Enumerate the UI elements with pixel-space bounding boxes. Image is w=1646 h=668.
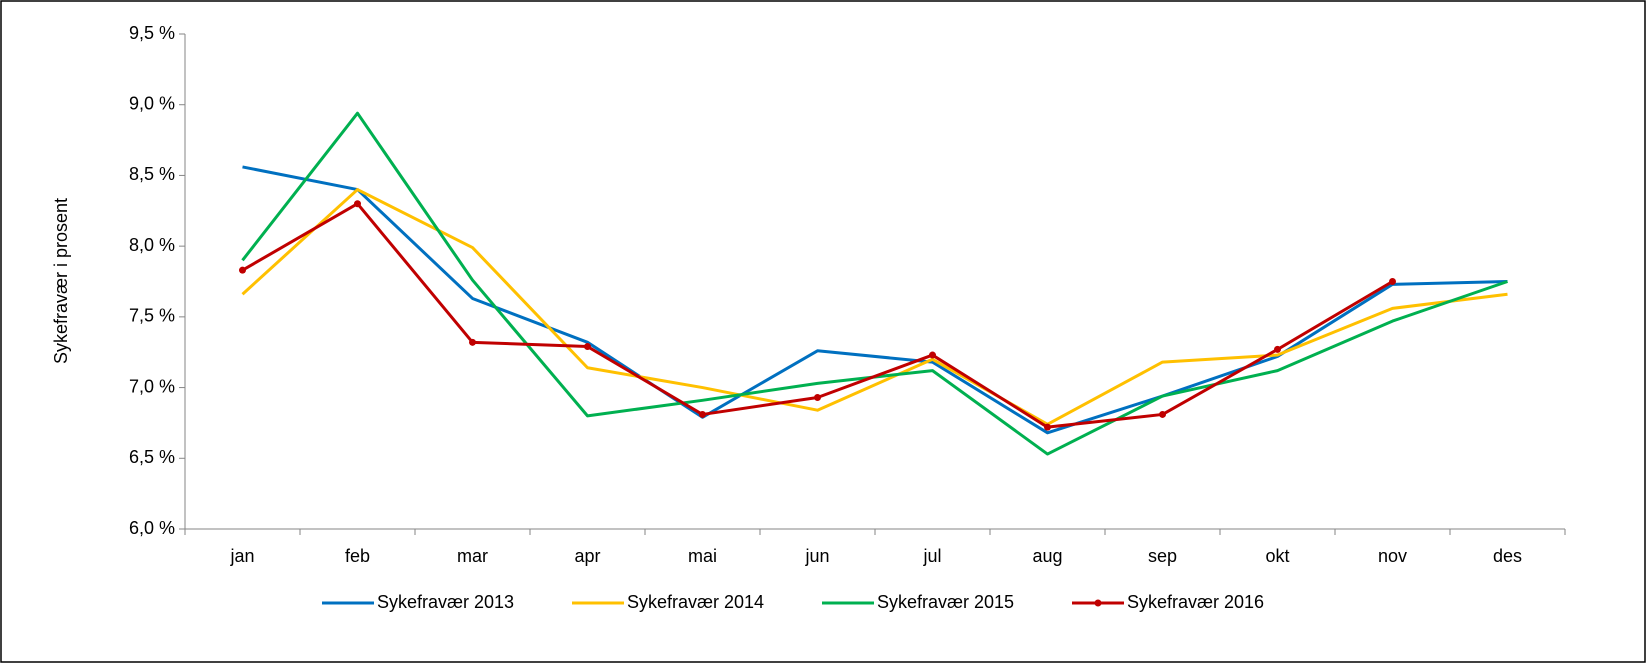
series-marker <box>354 200 361 208</box>
legend-label: Sykefravær 2016 <box>1127 592 1264 612</box>
series-marker <box>814 393 821 401</box>
series-marker <box>1159 410 1166 418</box>
y-tick-label: 8,5 % <box>129 164 175 184</box>
x-tick-label: sep <box>1148 546 1177 566</box>
y-tick-label: 9,0 % <box>129 93 175 113</box>
y-tick-label: 6,0 % <box>129 518 175 538</box>
legend-marker <box>1094 599 1102 607</box>
y-tick-label: 6,5 % <box>129 447 175 467</box>
x-tick-label: feb <box>345 546 370 566</box>
series-line <box>242 165 1508 435</box>
series-marker <box>469 338 476 346</box>
series-marker <box>929 351 936 359</box>
series-marker <box>584 343 591 351</box>
x-tick-label: apr <box>574 546 600 566</box>
x-tick-label: mar <box>457 546 488 566</box>
x-tick-label: okt <box>1265 546 1289 566</box>
series-line <box>241 188 1508 426</box>
x-tick-label: mai <box>688 546 717 566</box>
series-marker <box>699 410 706 418</box>
x-tick-label: jan <box>229 546 254 566</box>
legend-label: Sykefravær 2015 <box>877 592 1014 612</box>
x-tick-label: nov <box>1378 546 1407 566</box>
series-marker <box>1044 423 1051 431</box>
series-marker <box>1274 345 1281 353</box>
y-tick-label: 9,5 % <box>129 23 175 43</box>
legend-label: Sykefravær 2014 <box>627 592 764 612</box>
x-tick-label: des <box>1493 546 1522 566</box>
x-tick-label: jun <box>804 546 829 566</box>
y-tick-label: 7,0 % <box>129 376 175 396</box>
y-tick-label: 7,5 % <box>129 306 175 326</box>
series-marker <box>1389 278 1396 285</box>
x-tick-label: jul <box>922 546 941 566</box>
y-tick-label: 8,0 % <box>129 235 175 255</box>
legend-label: Sykefravær 2013 <box>377 592 514 612</box>
x-tick-label: aug <box>1032 546 1062 566</box>
series-marker <box>239 266 246 274</box>
y-axis-label: Sykefravær i prosent <box>51 198 71 364</box>
